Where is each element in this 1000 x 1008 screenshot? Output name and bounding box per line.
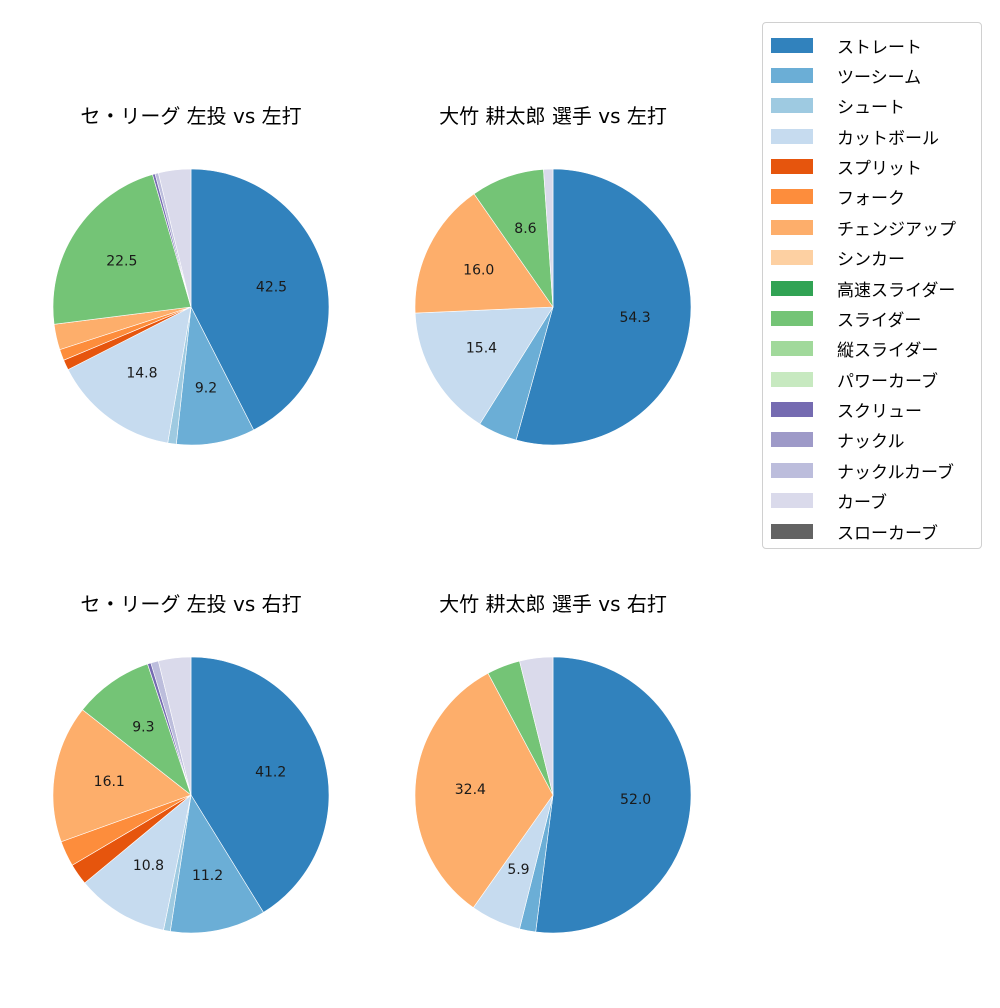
legend-swatch: [771, 249, 813, 265]
legend-swatch: [771, 340, 813, 356]
slice-value-label: 15.4: [466, 341, 497, 357]
pie-slice: [175, 305, 255, 446]
slice-value-label: 8.6: [514, 221, 536, 237]
pie-slice: [67, 306, 192, 444]
pie-slice: [414, 193, 554, 314]
slice-value-label: 22.5: [106, 254, 137, 270]
legend-swatch: [771, 128, 813, 144]
legend-label: チェンジアップ: [837, 219, 956, 240]
legend-label: シュート: [837, 97, 905, 118]
slice-value-label: 16.1: [94, 774, 125, 790]
legend-item: カーブ: [771, 489, 887, 513]
pie-slice: [414, 306, 554, 425]
pie-panel-league-lhp-vs-lhb: セ・リーグ 左投 vs 左打 42.5 9.2 14.8 22.5: [31, 100, 351, 520]
legend-swatch: [771, 37, 813, 53]
legend-label: ナックルカーブ: [837, 462, 954, 483]
legend-swatch: [771, 431, 813, 447]
pie-slice: [190, 168, 330, 431]
legend-swatch: [771, 67, 813, 83]
legend-swatch: [771, 158, 813, 174]
pie-slice: [158, 656, 192, 796]
legend-swatch: [771, 492, 813, 508]
slice-value-label: 9.2: [195, 380, 217, 396]
legend-item: シンカー: [771, 246, 905, 270]
legend-label: ツーシーム: [837, 67, 922, 88]
legend-item: 高速スライダー: [771, 277, 956, 301]
legend-swatch: [771, 310, 813, 326]
pie-slice: [515, 168, 692, 446]
legend-label: カットボール: [837, 128, 939, 149]
pie-panel-otake-vs-rhb: 大竹 耕太郎 選手 vs 右打 52.0 5.9 32.4: [393, 588, 713, 1008]
pie-slice: [52, 709, 192, 843]
legend-item: ナックル: [771, 428, 905, 452]
slice-value-label: 9.3: [132, 719, 154, 735]
chart-title: セ・リーグ 左投 vs 左打: [80, 104, 302, 128]
slice-value-label: 11.2: [192, 868, 223, 884]
legend-label: スローカーブ: [837, 523, 938, 544]
legend-swatch: [771, 371, 813, 387]
legend-swatch: [771, 219, 813, 235]
pie-slice: [84, 794, 192, 931]
pie-slice: [52, 174, 192, 325]
legend-item: 縦スライダー: [771, 337, 939, 361]
legend-swatch: [771, 462, 813, 478]
pie-slice: [535, 656, 692, 934]
legend-item: スローカーブ: [771, 520, 938, 544]
legend-item: スクリュー: [771, 398, 922, 422]
slice-value-label: 52.0: [620, 792, 651, 808]
legend-label: ナックル: [837, 431, 905, 452]
legend-swatch: [771, 523, 813, 539]
legend-label: 縦スライダー: [837, 340, 939, 361]
pie-panel-otake-vs-lhb: 大竹 耕太郎 選手 vs 左打 54.3 15.4 16.0 8.6: [393, 100, 713, 520]
pie-slice: [190, 656, 330, 913]
chart-title: セ・リーグ 左投 vs 右打: [80, 592, 302, 616]
legend-label: パワーカーブ: [837, 371, 938, 392]
pie-chart: 52.0 5.9 32.4: [414, 656, 692, 934]
slice-value-label: 16.0: [463, 262, 494, 278]
pie-chart: 54.3 15.4 16.0 8.6: [414, 168, 692, 446]
legend-item: パワーカーブ: [771, 368, 938, 392]
legend-swatch: [771, 97, 813, 113]
slice-value-label: 54.3: [619, 310, 650, 326]
legend-item: ストレート: [771, 34, 922, 58]
legend-item: チェンジアップ: [771, 216, 956, 240]
pie-slice: [414, 672, 554, 909]
slice-value-label: 5.9: [507, 862, 529, 878]
legend-item: フォーク: [771, 185, 905, 209]
slice-value-label: 14.8: [126, 366, 157, 382]
pie-slice: [169, 794, 264, 934]
pie-panel-league-lhp-vs-rhb: セ・リーグ 左投 vs 右打 41.2 11.2 10.8 16.1 9.3: [31, 588, 351, 1008]
legend-label: スプリット: [837, 158, 922, 179]
legend-item: シュート: [771, 94, 905, 118]
slice-value-label: 41.2: [255, 764, 286, 780]
legend-label: シンカー: [837, 249, 905, 270]
legend-label: 高速スライダー: [837, 280, 956, 301]
legend-swatch: [771, 401, 813, 417]
chart-title: 大竹 耕太郎 選手 vs 左打: [439, 104, 667, 128]
legend-item: ナックルカーブ: [771, 459, 954, 483]
pie-slice: [82, 663, 192, 796]
legend-swatch: [771, 280, 813, 296]
legend-item: スプリット: [771, 155, 922, 179]
legend-item: ツーシーム: [771, 64, 922, 88]
chart-title: 大竹 耕太郎 選手 vs 右打: [439, 592, 667, 616]
legend-label: スライダー: [837, 310, 922, 331]
legend-item: スライダー: [771, 307, 922, 331]
pie-slice: [519, 656, 554, 796]
pie-chart: 41.2 11.2 10.8 16.1 9.3: [52, 656, 330, 934]
legend-label: フォーク: [837, 188, 905, 209]
pie-chart: 42.5 9.2 14.8 22.5: [52, 168, 330, 446]
pie-slice: [543, 168, 554, 308]
pie-slice: [158, 168, 192, 308]
legend-label: ストレート: [837, 37, 922, 58]
slice-value-label: 32.4: [455, 782, 486, 798]
slice-value-label: 10.8: [133, 858, 164, 874]
legend-item: カットボール: [771, 125, 939, 149]
legend-label: カーブ: [837, 492, 887, 513]
legend-swatch: [771, 188, 813, 204]
legend-label: スクリュー: [837, 401, 922, 422]
legend: ストレート ツーシーム シュート カットボール スプリット フォーク チェンジア…: [762, 22, 982, 549]
slice-value-label: 42.5: [256, 280, 287, 296]
